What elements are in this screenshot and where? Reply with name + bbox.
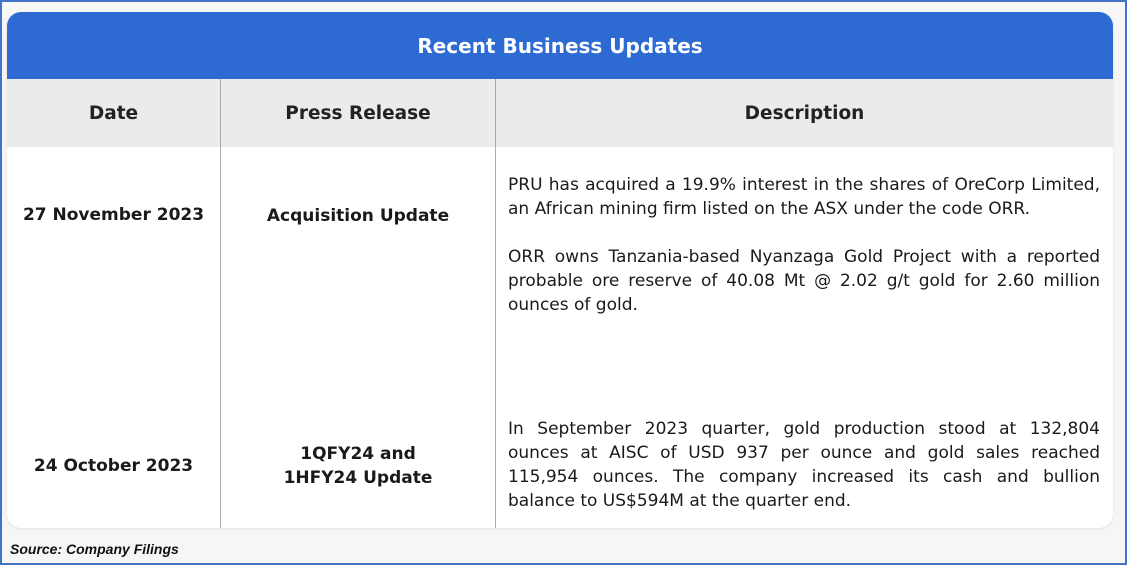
source-note: Source: Company Filings	[10, 541, 179, 557]
row-1-description-paragraph: PRU has acquired a 19.9% interest in the…	[508, 175, 1100, 219]
row-2-description-paragraph: In September 2023 quarter, gold producti…	[508, 419, 1100, 511]
row-1-date: 27 November 2023	[22, 205, 205, 225]
table-header-row: Date Press Release Description	[7, 79, 1113, 147]
column-header-date: Date	[7, 79, 221, 147]
row-2-date: 24 October 2023	[33, 456, 194, 476]
row-1-description-paragraph: ORR owns Tanzania-based Nyanzaga Gold Pr…	[508, 247, 1100, 315]
table-body: 27 November 2023 24 October 2023 Acquisi…	[7, 147, 1113, 528]
row-1-description: PRU has acquired a 19.9% interest in the…	[508, 173, 1100, 341]
row-1-press-release: Acquisition Update	[266, 206, 450, 226]
table-title: Recent Business Updates	[7, 12, 1113, 79]
business-updates-table: Recent Business Updates Date Press Relea…	[7, 12, 1113, 528]
description-column: PRU has acquired a 19.9% interest in the…	[496, 147, 1113, 528]
row-2-description: In September 2023 quarter, gold producti…	[508, 417, 1100, 528]
press-release-column: Acquisition Update 1QFY24 and 1HFY24 Upd…	[221, 147, 496, 528]
date-column: 27 November 2023 24 October 2023	[7, 147, 221, 528]
column-header-press-release: Press Release	[221, 79, 496, 147]
row-2-press-release: 1QFY24 and 1HFY24 Update	[283, 444, 433, 488]
column-header-description: Description	[744, 102, 865, 124]
